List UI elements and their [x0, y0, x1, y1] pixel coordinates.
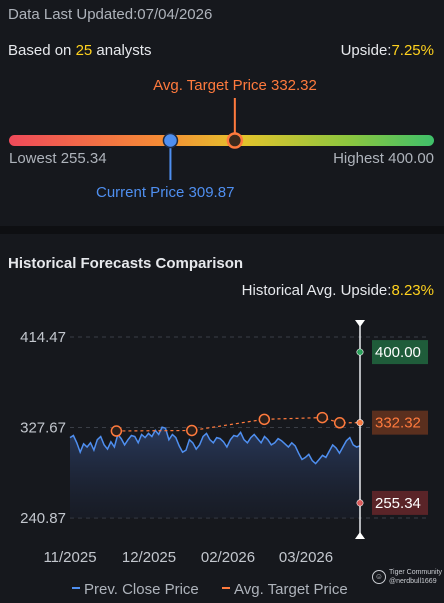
data-updated-date: 07/04/2026 [137, 6, 213, 23]
lowest-label: Lowest 255.34 [9, 150, 107, 167]
annotation-dot [356, 419, 364, 427]
legend-label-target: Avg. Target Price [234, 581, 348, 598]
annotation-box [372, 410, 428, 435]
highest-label: Highest 400.00 [333, 150, 434, 167]
avg-target-label: Avg. Target Price 332.32 [153, 77, 317, 94]
x-tick-label: 03/2026 [279, 549, 333, 566]
section-divider [0, 226, 444, 234]
upside: Upside:7.25% [341, 42, 434, 59]
historical-title: Historical Forecasts Comparison [8, 255, 244, 272]
avg-target-point [333, 417, 346, 429]
x-tick-label: 11/2025 [43, 549, 96, 566]
avg-target-point [110, 425, 123, 437]
upside-label: Upside: [340, 42, 392, 59]
historical-upside: Historical Avg. Upside:8.23% [242, 282, 434, 299]
y-tick-label: 240.87 [20, 510, 66, 527]
annotation-box [372, 490, 428, 515]
annotation-box [372, 340, 428, 365]
watermark: ☺ Tiger Community @nerdbull1669 [372, 568, 442, 586]
y-tick-label: 414.47 [20, 329, 66, 346]
historical-chart: 414.47 327.67 240.87 400.00 332.32 255.34 11/2… [20, 320, 430, 598]
upside-value: 7.25% [391, 42, 434, 59]
avg-target-point [258, 413, 271, 426]
based-on-suffix: analysts [96, 42, 152, 59]
y-tick-label: 327.67 [20, 420, 66, 437]
close-price-area [70, 427, 360, 518]
historical-upside-value: 8.23% [391, 282, 434, 299]
price-target-gauge [9, 98, 434, 180]
watermark-brand: Tiger Community [389, 569, 443, 576]
data-updated-label: Data Last Updated: [8, 6, 138, 23]
based-on-prefix: Based on [8, 42, 72, 59]
current-price-label: Current Price 309.87 [96, 184, 235, 201]
annotation-label: 255.34 [375, 495, 421, 512]
top-triangle-icon [355, 320, 365, 327]
annotation-label: 400.00 [375, 344, 421, 361]
avg-target-point [186, 424, 198, 437]
annotation-dot [356, 499, 364, 507]
bottom-triangle-icon [355, 532, 365, 539]
analyst-count: 25 [75, 42, 93, 59]
analyst-summary: Based on 25 analysts [8, 42, 151, 59]
annotation-label: 332.32 [375, 415, 421, 432]
legend-label-close: Prev. Close Price [84, 581, 199, 598]
x-tick-label: 12/2025 [122, 549, 176, 566]
avg-target-marker [226, 132, 244, 149]
current-price-marker [162, 132, 179, 149]
avg-target-point [316, 411, 329, 424]
tiger-logo-icon: ☺ [372, 570, 386, 584]
historical-upside-label: Historical Avg. Upside: [241, 282, 392, 299]
watermark-user: @nerdbull1669 [389, 578, 437, 585]
data-updated: Data Last Updated:07/04/2026 [8, 6, 212, 23]
x-tick-label: 02/2026 [201, 549, 255, 566]
annotation-dot [356, 348, 364, 356]
gauge-bar [9, 135, 434, 146]
